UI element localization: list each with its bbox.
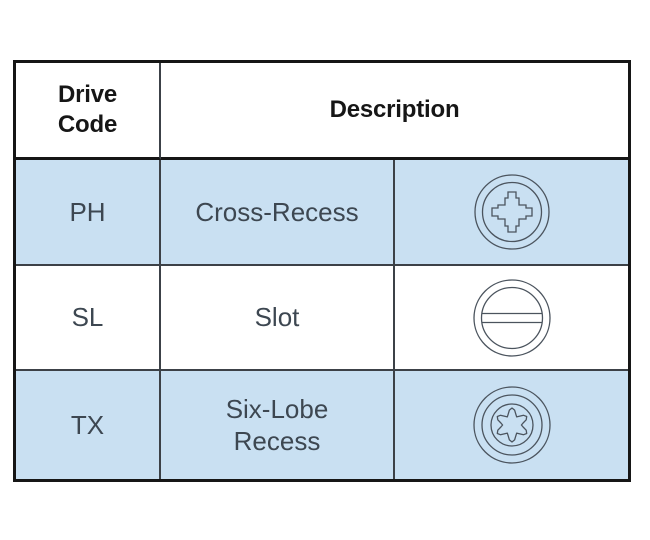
slot-icon <box>472 278 551 357</box>
description-value: Cross-Recess <box>195 196 359 227</box>
table-row-sl-icon-cell <box>395 266 628 371</box>
description-value: Slot <box>254 302 300 333</box>
table-row-sl-code: SL <box>16 266 161 371</box>
header-drive-code-label: Drive Code <box>57 81 118 138</box>
table-row-ph-description: Cross-Recess <box>161 160 395 266</box>
table-row-tx-code: TX <box>16 371 161 479</box>
header-description-label: Description <box>329 96 460 123</box>
table-row-tx-icon-cell <box>395 371 628 479</box>
drive-code-table: Drive Code Description PH Cross-Recess S… <box>13 60 631 482</box>
drive-code-value: PH <box>69 196 106 227</box>
description-value: Six-Lobe Recess <box>225 393 329 457</box>
cross-recess-icon <box>473 174 550 250</box>
table-row-sl-description: Slot <box>161 266 395 371</box>
drive-code-value: TX <box>70 409 105 440</box>
drive-code-value: SL <box>71 302 104 333</box>
table-row-ph-code: PH <box>16 160 161 266</box>
header-description: Description <box>161 63 628 160</box>
six-lobe-recess-icon <box>472 386 551 464</box>
table-row-ph-icon-cell <box>395 160 628 266</box>
table-row-tx-description: Six-Lobe Recess <box>161 371 395 479</box>
header-drive-code: Drive Code <box>16 63 161 160</box>
